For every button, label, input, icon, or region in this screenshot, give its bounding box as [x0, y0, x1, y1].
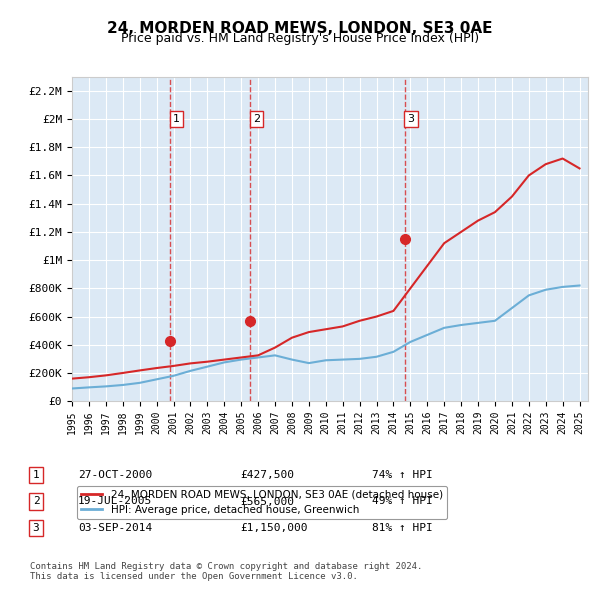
Text: 2: 2	[253, 114, 260, 124]
Text: £565,000: £565,000	[240, 497, 294, 506]
Text: 81% ↑ HPI: 81% ↑ HPI	[372, 523, 433, 533]
Text: 03-SEP-2014: 03-SEP-2014	[78, 523, 152, 533]
Text: Contains HM Land Registry data © Crown copyright and database right 2024.
This d: Contains HM Land Registry data © Crown c…	[30, 562, 422, 581]
Text: 1: 1	[32, 470, 40, 480]
Text: 24, MORDEN ROAD MEWS, LONDON, SE3 0AE: 24, MORDEN ROAD MEWS, LONDON, SE3 0AE	[107, 21, 493, 35]
Text: 2: 2	[32, 497, 40, 506]
Text: 27-OCT-2000: 27-OCT-2000	[78, 470, 152, 480]
Text: £1,150,000: £1,150,000	[240, 523, 308, 533]
Text: £427,500: £427,500	[240, 470, 294, 480]
Text: 3: 3	[407, 114, 415, 124]
Text: 19-JUL-2005: 19-JUL-2005	[78, 497, 152, 506]
Text: 49% ↑ HPI: 49% ↑ HPI	[372, 497, 433, 506]
Text: 1: 1	[173, 114, 180, 124]
Text: 74% ↑ HPI: 74% ↑ HPI	[372, 470, 433, 480]
Legend: 24, MORDEN ROAD MEWS, LONDON, SE3 0AE (detached house), HPI: Average price, deta: 24, MORDEN ROAD MEWS, LONDON, SE3 0AE (d…	[77, 486, 447, 519]
Text: Price paid vs. HM Land Registry's House Price Index (HPI): Price paid vs. HM Land Registry's House …	[121, 32, 479, 45]
Text: 3: 3	[32, 523, 40, 533]
